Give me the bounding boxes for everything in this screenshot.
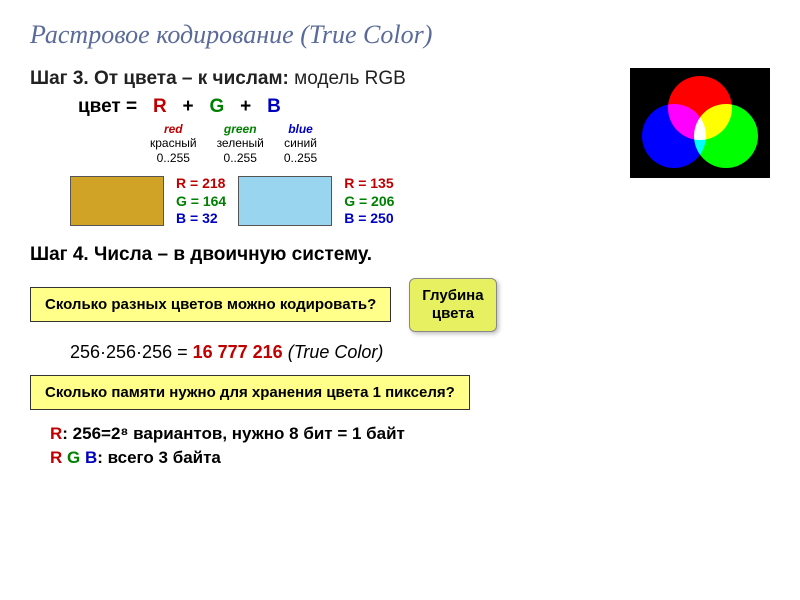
step4-heading: Шаг 4. Числа – в двоичную систему. bbox=[30, 244, 770, 266]
channel-red: red красный 0..255 bbox=[150, 122, 197, 165]
step3-label: Шаг 3. От цвета – к числам: bbox=[30, 68, 289, 89]
swatch-2-b: B = 250 bbox=[344, 210, 394, 228]
channel-blue-range: 0..255 bbox=[284, 151, 317, 165]
formula-g: G bbox=[210, 96, 225, 117]
step3-model: модель RGB bbox=[294, 68, 406, 89]
channel-green: green зеленый 0..255 bbox=[217, 122, 264, 165]
formula-r: R bbox=[153, 96, 167, 117]
swatch-1-values: R = 218 G = 164 B = 32 bbox=[176, 175, 226, 228]
color-depth-legend: Глубина цвета bbox=[409, 278, 496, 332]
swatch-examples: R = 218 G = 164 B = 32 R = 135 G = 206 B… bbox=[70, 175, 610, 228]
answer-line-1: R: 256=2⁸ вариантов, нужно 8 бит = 1 бай… bbox=[50, 422, 770, 447]
answer2-b: B bbox=[85, 448, 97, 467]
formula-eq: = bbox=[126, 96, 137, 117]
channel-blue: blue синий 0..255 bbox=[284, 122, 317, 165]
formula-lhs: цвет bbox=[78, 96, 121, 117]
swatch-1-b: B = 32 bbox=[176, 210, 226, 228]
answer1-r: R bbox=[50, 424, 62, 443]
calc-lhs: 256·256·256 = bbox=[70, 342, 193, 362]
formula-plus1: + bbox=[183, 96, 194, 117]
answer2-rest: : всего 3 байта bbox=[97, 448, 221, 467]
swatch-2-r: R = 135 bbox=[344, 175, 394, 193]
channel-green-ru: зеленый bbox=[217, 136, 264, 150]
swatch-2-g: G = 206 bbox=[344, 193, 394, 211]
channel-labels: red красный 0..255 green зеленый 0..255 … bbox=[150, 122, 610, 165]
channel-blue-ru: синий bbox=[284, 136, 317, 150]
color-formula: цвет = R + G + B bbox=[78, 96, 610, 118]
channel-green-range: 0..255 bbox=[217, 151, 264, 165]
swatch-1 bbox=[70, 176, 164, 226]
channel-red-ru: красный bbox=[150, 136, 197, 150]
swatch-1-g: G = 164 bbox=[176, 193, 226, 211]
swatch-2 bbox=[238, 176, 332, 226]
venn-blue-circle bbox=[642, 104, 706, 168]
swatch-1-r: R = 218 bbox=[176, 175, 226, 193]
channel-blue-en: blue bbox=[284, 122, 317, 136]
formula-plus2: + bbox=[240, 96, 251, 117]
swatch-2-values: R = 135 G = 206 B = 250 bbox=[344, 175, 394, 228]
step3-heading: Шаг 3. От цвета – к числам: модель RGB bbox=[30, 68, 610, 90]
color-count-calc: 256·256·256 = 16 777 216 (True Color) bbox=[70, 342, 770, 363]
answer-line-2: R G B: всего 3 байта bbox=[50, 446, 770, 471]
formula-b: B bbox=[267, 96, 281, 117]
rgb-venn-diagram bbox=[630, 68, 770, 178]
channel-red-en: red bbox=[150, 122, 197, 136]
calc-suffix: (True Color) bbox=[283, 342, 384, 362]
answer2-r: R bbox=[50, 448, 67, 467]
answer1-rest: : 256=2⁸ вариантов, нужно 8 бит = 1 байт bbox=[62, 424, 405, 443]
channel-green-en: green bbox=[217, 122, 264, 136]
answer2-g: G bbox=[67, 448, 85, 467]
question-1-box: Сколько разных цветов можно кодировать? bbox=[30, 287, 391, 322]
answer-block: R: 256=2⁸ вариантов, нужно 8 бит = 1 бай… bbox=[50, 422, 770, 471]
channel-red-range: 0..255 bbox=[150, 151, 197, 165]
calc-num: 16 777 216 bbox=[193, 342, 283, 362]
question-2-box: Сколько памяти нужно для хранения цвета … bbox=[30, 375, 470, 410]
page-title: Растровое кодирование (True Color) bbox=[30, 20, 770, 50]
